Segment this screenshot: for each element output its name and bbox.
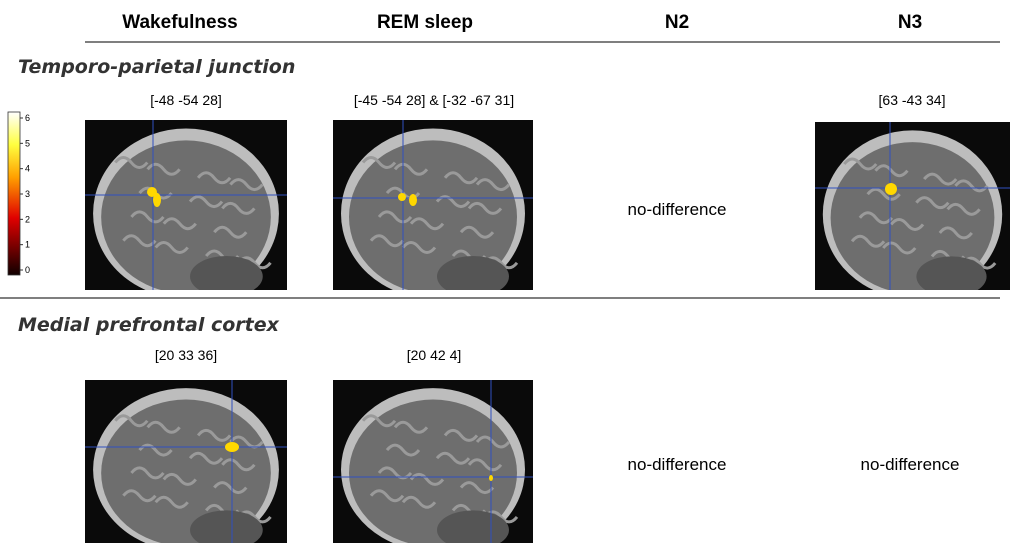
activation (489, 475, 493, 481)
activation (398, 193, 406, 201)
cerebellum (916, 256, 986, 296)
coordinate-label: [63 -43 34] (879, 92, 946, 108)
section-title: Medial prefrontal cortex (18, 314, 280, 336)
colorbar-tick-label: 3 (25, 189, 30, 199)
coordinate-label: [-45 -54 28] & [-32 -67 31] (354, 92, 514, 108)
colorbar-tick-label: 6 (25, 113, 30, 123)
colorbar-ticks: 6 5 4 3 2 1 0 (20, 113, 30, 275)
section-title: Temporo-parietal junction (18, 56, 295, 78)
column-header: REM sleep (377, 12, 473, 33)
coordinate-label: [20 33 36] (155, 347, 217, 363)
column-header: Wakefulness (122, 12, 237, 33)
cerebellum (437, 256, 509, 297)
brain-image (85, 120, 287, 299)
colorbar-tick-label: 4 (25, 164, 30, 174)
colorbar-tick-label: 5 (25, 138, 30, 148)
activation (153, 193, 161, 207)
cerebellum (190, 256, 263, 297)
colorbar-tick-label: 2 (25, 214, 30, 224)
column-header: N3 (898, 12, 922, 33)
coordinate-label: [20 42 4] (407, 347, 462, 363)
colorbar-tick-label: 0 (25, 265, 30, 275)
brain-image (333, 120, 533, 299)
brain-image (333, 380, 533, 543)
activation (225, 442, 239, 452)
image-content (333, 380, 533, 543)
no-difference: no-difference (861, 455, 960, 474)
activation (885, 183, 897, 195)
figure: Wakefulness REM sleep N2 N3 Temporo-pari… (0, 0, 1011, 543)
no-difference: no-difference (628, 200, 727, 219)
colorbar-tick-label: 1 (25, 240, 30, 250)
brain-image (85, 380, 287, 543)
image-content (815, 122, 1010, 298)
activation (409, 194, 417, 206)
coordinate-label: [-48 -54 28] (150, 92, 222, 108)
colorbar (8, 112, 20, 275)
brain-image (815, 122, 1010, 298)
no-difference: no-difference (628, 455, 727, 474)
column-header: N2 (665, 12, 689, 33)
image-content (85, 120, 287, 299)
image-content (85, 380, 287, 543)
image-content (333, 120, 533, 299)
